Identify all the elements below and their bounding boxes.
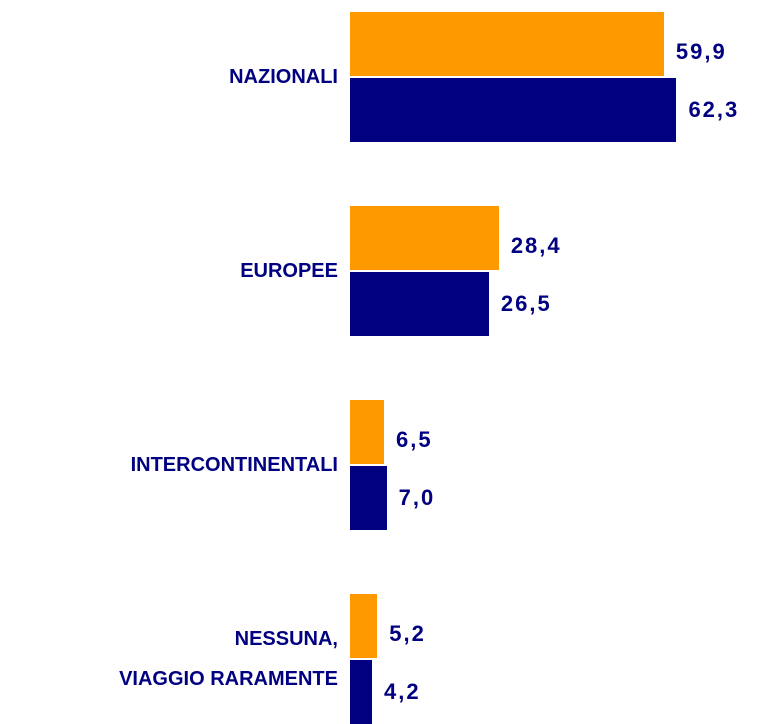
bar: [350, 206, 499, 270]
value-label: 4,2: [384, 679, 421, 704]
value-label: 5,2: [389, 621, 426, 646]
value-label: 62,3: [688, 97, 740, 122]
category-label: EUROPEE: [240, 260, 338, 282]
value-label: 26,5: [500, 291, 552, 316]
bar: [350, 466, 387, 530]
category-label: NAZIONALI: [229, 66, 338, 88]
bar: [350, 78, 677, 142]
bar: [350, 12, 664, 76]
bar: [350, 272, 489, 336]
value-label: 7,0: [398, 485, 436, 510]
bar: [350, 594, 378, 658]
category-label: INTERCONTINENTALI: [130, 454, 338, 476]
value-label: 59,9: [675, 39, 727, 64]
category-label: NESSUNA, VIAGGIO RARAMENTE: [119, 628, 338, 690]
value-label: 28,4: [510, 233, 562, 258]
bar: [350, 660, 372, 724]
value-label: 6,5: [396, 427, 433, 452]
bar: [350, 400, 385, 464]
